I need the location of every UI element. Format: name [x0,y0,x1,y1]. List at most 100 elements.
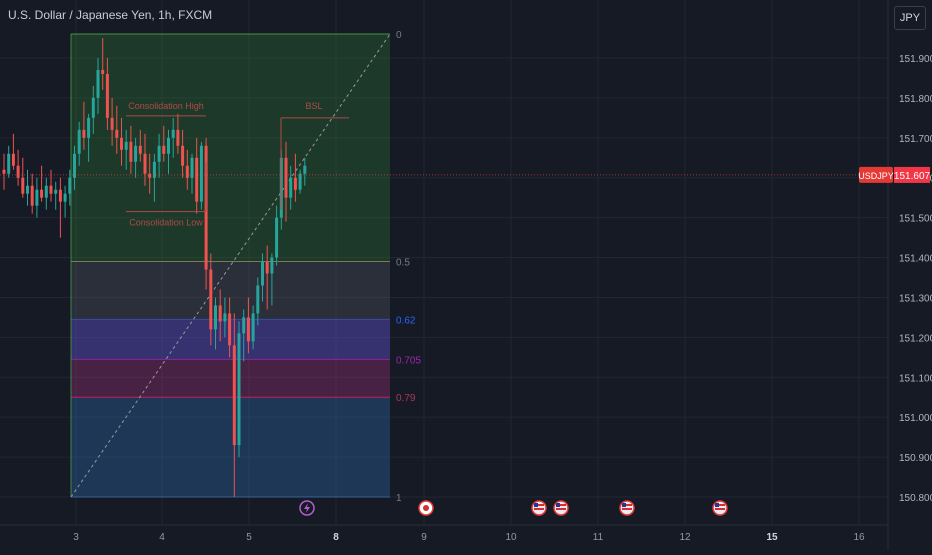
candle-body [228,313,232,346]
currency-button[interactable]: JPY [894,6,926,30]
candle-body [87,117,91,138]
candle-body [218,305,222,322]
date-tick-label: 11 [593,532,604,543]
candle-body [190,157,194,178]
japan-flag-icon[interactable] [418,500,434,516]
us-flag-icon-stripe [715,504,725,506]
candle-body [68,177,72,194]
price-tick-label: 150.800 [899,493,932,504]
fib-trend-line [70,33,391,498]
us-flag-icon[interactable] [619,500,635,516]
candle-body [195,157,199,202]
fib-level-label: 1 [396,493,402,504]
candle-body [251,313,255,342]
candle-body [152,161,156,178]
fibonacci-retracement[interactable]: 0 0.5 0.62 0.705 0.79 1 [70,30,421,504]
candle-body [35,189,39,206]
us-flag-icon-stripe [556,504,566,506]
fib-zone-0.705-0.79 [71,359,390,398]
candle-body [209,269,213,330]
symbol-badge [859,166,893,183]
bsl-label: BSL [305,101,322,111]
price-tick-label: 151.200 [899,333,932,344]
consolidation-high-label: Consolidation High [128,101,204,111]
candle-body [167,137,170,154]
candle-body [270,257,274,274]
candle-body [120,137,123,150]
candle-body [26,185,29,194]
us-flag-icon[interactable] [712,500,728,516]
us-flag-icon-stripe [715,508,725,510]
date-tick-label: 10 [505,532,517,543]
candle-body [181,145,185,166]
candle-body [199,145,203,202]
candle-body [134,145,138,162]
fib-level-label: 0.705 [396,355,421,366]
us-flag-icon-stripe [622,504,632,506]
candle-body [96,69,100,98]
fib-level-label: 0.62 [396,315,416,326]
us-flag-icon-stripe [534,508,544,510]
event-icons[interactable] [299,500,728,516]
price-tick-label: 151.500 [899,214,932,225]
candle-body [256,285,260,314]
candle-body [275,217,279,258]
price-tick-label: 151.000 [899,413,932,424]
us-flag-icon[interactable] [531,500,547,516]
candle-body [148,173,152,178]
candle-body [176,129,180,146]
candle-body [40,189,44,198]
candle-body [143,153,147,174]
candle-body [44,185,48,198]
candle-body [110,117,114,130]
candle-body [214,305,217,330]
candle-body [261,261,264,286]
fib-level-label: 0.5 [396,258,410,269]
candle-body [232,345,236,446]
price-tick-label: 151.700 [899,134,932,145]
candle-body [82,129,86,138]
candle-body [284,157,288,198]
date-tick-label: 9 [421,532,427,543]
date-tick-label: 3 [73,532,79,543]
price-tick-label: 151.400 [899,254,932,265]
us-flag-icon-stripe [622,508,632,510]
date-tick-label: 12 [679,532,691,543]
last-price-label: 151.607 [894,171,931,182]
candle-body [30,185,34,206]
candle-body [101,69,105,74]
candle-body [303,165,307,174]
japan-flag-icon-dot [423,505,429,511]
candle-body [124,141,128,150]
annotations: Consolidation High Consolidation Low BSL [0,101,888,228]
candle-body [185,165,189,178]
candle-body [265,261,269,274]
date-tick-label: 15 [766,532,778,543]
date-tick-label: 8 [333,532,339,543]
date-tick-label: 16 [853,532,865,543]
candle-body [298,173,302,190]
us-flag-icon[interactable] [553,500,569,516]
lightning-icon-bolt [304,503,310,513]
candle-body [157,145,161,162]
fib-level-label: 0 [396,30,402,41]
candle-body [162,145,166,154]
candle-body [77,129,81,154]
us-flag-icon-canton [556,503,560,507]
candle-body [129,141,133,162]
candle-body [246,317,250,342]
fib-zone-0.5-0.62 [71,261,390,320]
us-flag-icon-canton [534,503,538,507]
candle-body [54,189,58,194]
fib-zone-0.79-1 [71,397,390,497]
candle-body [242,317,246,334]
price-tick-label: 151.900 [899,54,932,65]
lightning-icon[interactable] [299,500,315,516]
us-flag-icon-canton [622,503,626,507]
candle-body [58,189,62,202]
candle-body [16,165,20,178]
date-tick-label: 5 [246,532,252,543]
